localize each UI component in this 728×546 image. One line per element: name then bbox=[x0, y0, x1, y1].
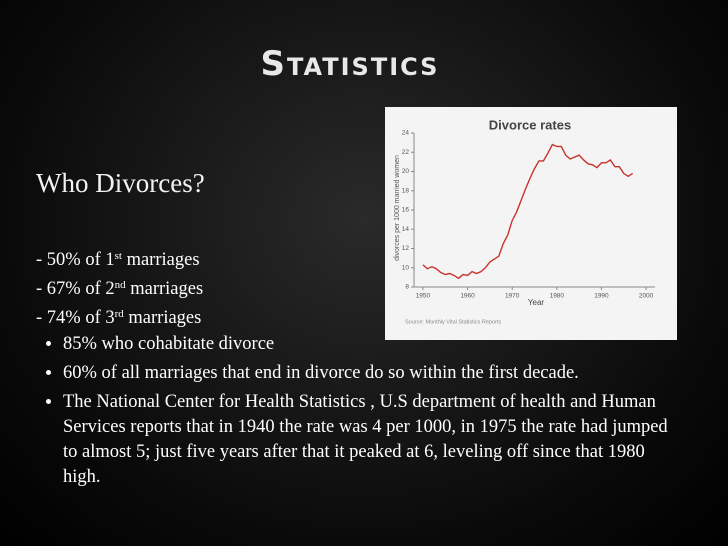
x-tick-label: 2000 bbox=[639, 293, 654, 300]
stat-line: - 67% of 2nd marriages bbox=[36, 275, 203, 304]
y-tick-label: 22 bbox=[402, 149, 410, 156]
stat-text: marriages bbox=[121, 250, 200, 270]
stat-list: - 50% of 1st marriages - 67% of 2nd marri… bbox=[36, 246, 203, 333]
stat-text: - 67% of 2 bbox=[36, 279, 115, 299]
chart-background bbox=[385, 107, 677, 340]
stat-text: - 50% of 1 bbox=[36, 250, 115, 270]
data-line bbox=[422, 143, 634, 280]
stat-line: - 50% of 1st marriages bbox=[36, 246, 203, 275]
bullet-list: 85% who cohabitate divorce 60% of all mar… bbox=[36, 332, 676, 494]
stat-text: - 74% of 3 bbox=[36, 308, 115, 328]
ordinal-suffix: st bbox=[114, 250, 122, 262]
stat-text: marriages bbox=[125, 279, 204, 299]
chart: Divorce rates divorces per 1000 married … bbox=[385, 107, 677, 340]
x-tick-label: 1950 bbox=[416, 293, 431, 300]
slide-title: Statistics bbox=[260, 44, 440, 84]
x-tick-label: 1960 bbox=[460, 293, 475, 300]
y-tick-label: 16 bbox=[402, 207, 410, 214]
y-tick-label: 14 bbox=[402, 226, 410, 233]
x-axis-label: Year bbox=[528, 298, 545, 307]
stat-line: - 74% of 3rd marriages bbox=[36, 304, 203, 333]
y-tick-label: 18 bbox=[402, 187, 410, 194]
y-tick-label: 10 bbox=[402, 264, 410, 271]
ordinal-suffix: rd bbox=[114, 308, 124, 320]
y-tick-label: 24 bbox=[402, 130, 410, 137]
y-tick-label: 20 bbox=[402, 168, 410, 175]
ordinal-suffix: nd bbox=[114, 279, 126, 291]
y-axis-label: divorces per 1000 married women bbox=[394, 155, 401, 261]
x-tick-label: 1980 bbox=[550, 293, 565, 300]
x-tick-label: 1990 bbox=[594, 293, 609, 300]
y-tick-label: 12 bbox=[402, 245, 410, 252]
bullet-item: 85% who cohabitate divorce bbox=[63, 332, 676, 357]
source-note: Source: Monthly Vital Statistics Reports bbox=[405, 319, 501, 325]
heading: Who Divorces? bbox=[36, 168, 205, 198]
bullet-item: 60% of all marriages that end in divorce… bbox=[63, 361, 676, 386]
stat-text: marriages bbox=[123, 308, 202, 328]
x-tick-label: 1970 bbox=[505, 293, 520, 300]
chart-title: Divorce rates bbox=[489, 117, 571, 132]
y-tick-label: 8 bbox=[405, 284, 409, 291]
bullet-item: The National Center for Health Statistic… bbox=[63, 390, 676, 490]
